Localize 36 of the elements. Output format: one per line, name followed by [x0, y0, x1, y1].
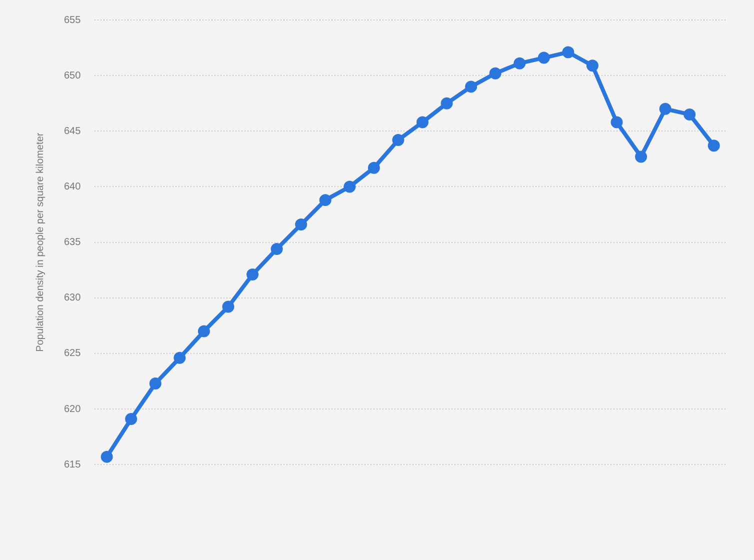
point [344, 180, 356, 193]
point [174, 352, 186, 364]
point [246, 268, 259, 281]
point [100, 450, 113, 463]
point [465, 80, 478, 93]
point [610, 116, 623, 128]
y-axis-title: Population density in people per square kilometer [34, 132, 46, 352]
point [659, 102, 672, 115]
y-tick-label: 635 [64, 237, 82, 248]
point [125, 413, 138, 426]
point [368, 162, 380, 174]
y-tick-label: 620 [64, 404, 82, 415]
point [416, 116, 428, 128]
point [319, 194, 332, 206]
y-tick-label: 650 [64, 70, 82, 82]
point [635, 150, 648, 163]
point [514, 57, 526, 70]
y-tick-label: 640 [64, 181, 82, 192]
y-tick-label: 625 [64, 348, 82, 360]
y-tick-label: 615 [64, 459, 82, 470]
point [270, 242, 283, 255]
point [489, 67, 502, 80]
y-tick-label: 645 [64, 126, 82, 137]
y-tick-label: 655 [64, 14, 82, 26]
point [538, 52, 550, 64]
point [708, 140, 720, 152]
point [392, 134, 404, 146]
y-tick-label: 630 [64, 292, 82, 304]
point [198, 325, 210, 338]
point [684, 108, 696, 120]
point [295, 218, 308, 231]
point [586, 60, 598, 72]
point [562, 46, 574, 58]
point [149, 377, 162, 390]
point [440, 97, 453, 110]
point [222, 300, 234, 313]
